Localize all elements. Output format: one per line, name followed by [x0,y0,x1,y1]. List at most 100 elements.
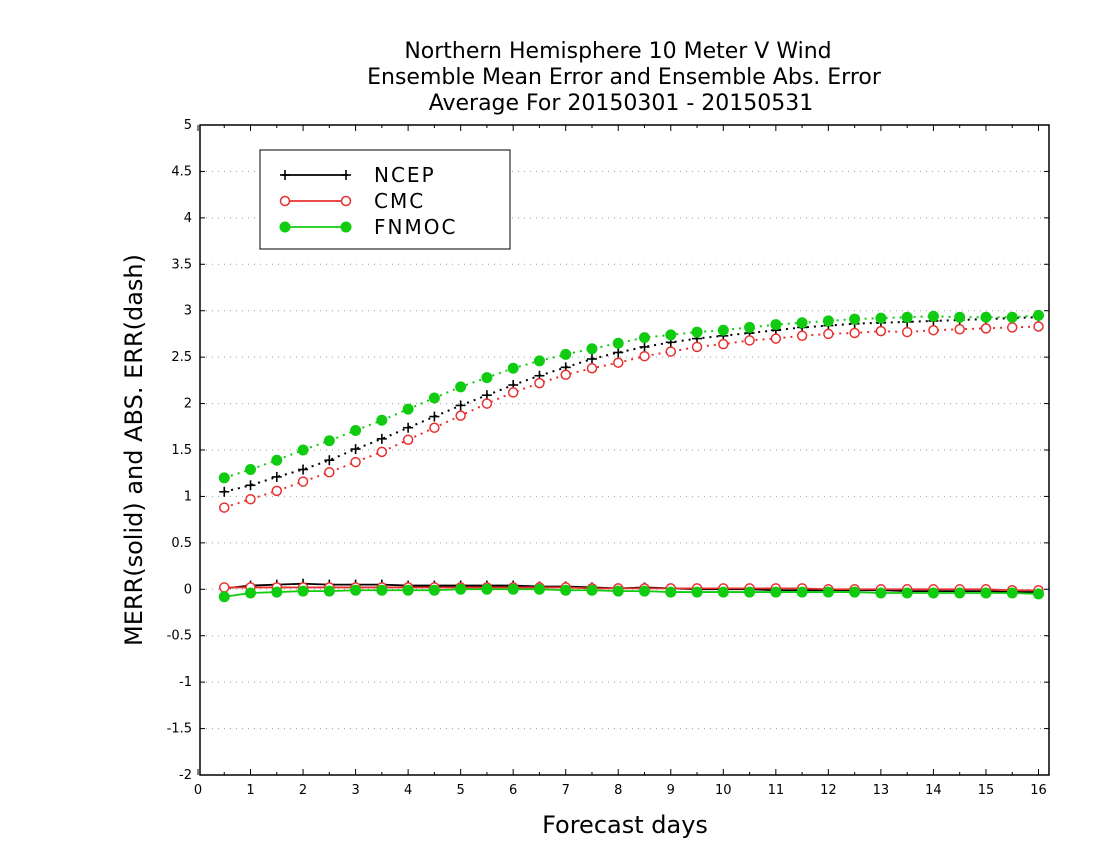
x-tick-label: 14 [925,783,942,798]
ncep-abs-error-point [429,411,440,422]
fnmoc-mean-error-point [402,584,414,596]
fnmoc-mean-error-point [586,584,598,596]
cmc-abs-error-point [770,333,782,344]
fnmoc-abs-error-point [849,313,861,325]
cmc-abs-error-point [586,363,598,374]
fnmoc-mean-error-point [376,584,388,596]
x-tick-label: 0 [194,783,202,798]
fnmoc-abs-error-point [770,319,782,331]
fnmoc-abs-error-point [428,392,440,404]
chart-title: Northern Hemisphere 10 Meter V Wind Ense… [367,39,882,116]
y-tick-label: 1.5 [171,443,192,458]
fnmoc-abs-error-point [350,425,362,436]
fnmoc-mean-error-point [744,586,756,598]
cmc-abs-error-point [980,323,992,334]
fnmoc-abs-error-point [639,332,651,344]
fnmoc-mean-error-point [875,587,887,599]
cmc-abs-error-point [901,326,913,338]
fnmoc-abs-error-point [822,315,834,327]
series-cmc [219,321,1044,596]
cmc-abs-error-point [1006,322,1018,333]
fnmoc-abs-error-point [376,414,388,426]
cmc-abs-error-point [245,493,256,505]
x-tick-label: 1 [246,783,254,798]
cmc-abs-error-point [376,446,388,458]
y-tick-label: 1 [184,489,192,504]
fnmoc-mean-error-point [350,584,362,596]
cmc-abs-error-point [507,387,519,398]
y-tick-label: 4 [184,211,192,226]
y-tick-label: 4.5 [171,164,192,179]
cmc-abs-error-point [219,502,230,513]
legend-marker-end-ncep [341,170,351,180]
ncep-abs-error-point [271,471,282,482]
fnmoc-mean-error-point [481,583,493,595]
cmc-abs-error-point [1033,321,1044,332]
cmc-abs-error-point [481,398,493,409]
cmc-abs-error-point [875,325,887,337]
fnmoc-abs-error-point [744,321,756,333]
ncep-abs-error-point [219,486,230,497]
fnmoc-mean-error-point [297,585,309,597]
fnmoc-abs-error-point [507,362,519,374]
legend-item-ncep: NCEP [280,163,436,187]
series-ncep [219,312,1044,598]
fnmoc-abs-error-point [1032,309,1044,321]
chart-title-line-2: Ensemble Mean Error and Ensemble Abs. Er… [367,65,882,90]
legend-box [259,149,511,250]
cmc-abs-error-point [718,338,729,350]
chart-title-line-3: Average For 20150301 - 20150531 [429,91,814,116]
fnmoc-abs-error-point [323,435,335,447]
fnmoc-mean-error-point [717,586,729,598]
cmc-abs-error-point [455,410,466,421]
ncep-abs-error-line [224,316,1039,493]
fnmoc-abs-error-point [297,444,309,456]
cmc-abs-error-point [324,467,335,478]
fnmoc-mean-error-point [455,583,467,595]
legend-label-cmc: CMC [374,189,425,213]
fnmoc-mean-error-point [323,585,335,597]
fnmoc-abs-error-point [560,348,572,360]
x-tick-label: 5 [457,783,465,798]
fnmoc-mean-error-point [980,587,992,599]
fnmoc-abs-error-line [223,314,1039,479]
fnmoc-abs-error-point [402,403,414,415]
x-tick-label: 8 [614,783,622,798]
cmc-abs-error-point [402,434,414,446]
legend-marker-start-cmc [279,195,291,207]
fnmoc-mean-error-point [533,583,545,595]
legend-item-cmc: CMC [279,189,425,213]
legend-label-ncep: NCEP [374,163,436,187]
y-tick-label: 3 [184,304,192,319]
y-tick-label: 2.5 [171,350,192,365]
x-tick-label: 6 [509,783,517,798]
fnmoc-abs-error-point [612,337,624,349]
fnmoc-abs-error-point [245,464,257,475]
y-tick-label: 0.5 [171,536,192,551]
fnmoc-mean-error-point [849,586,861,598]
cmc-abs-error-point [823,328,834,340]
y-tick-label: -0.5 [167,629,192,644]
cmc-mean-error-point [219,582,230,593]
cmc-abs-error-point [429,422,440,433]
fnmoc-abs-error-point [691,326,703,338]
fnmoc-mean-error-point [271,586,283,598]
fnmoc-mean-error-point [927,587,939,599]
fnmoc-mean-error-point [901,587,913,599]
ncep-abs-error-point [376,433,387,444]
legend-marker-end-fnmoc [340,221,352,233]
fnmoc-mean-error-point [507,583,519,595]
cmc-abs-error-point [560,369,571,381]
ncep-abs-error-point [350,444,361,455]
y-tick-label: -1 [179,675,192,690]
y-tick-label: 5 [184,118,192,133]
y-axis-title: MERR(solid) and ABS. ERR(dash) [120,254,148,646]
fnmoc-abs-error-point [980,311,992,323]
fnmoc-abs-error-point [954,311,966,323]
axis-ticks: 54.543.532.521.510.50-0.5-1-1.5-20 1 2 3 4 5 6… [167,118,1049,798]
y-tick-label: 3.5 [171,257,192,272]
fnmoc-mean-error-point [428,584,440,596]
fnmoc-abs-error-point [717,324,729,336]
fnmoc-abs-error-point [901,311,913,323]
legend-marker-start-ncep [280,170,290,180]
